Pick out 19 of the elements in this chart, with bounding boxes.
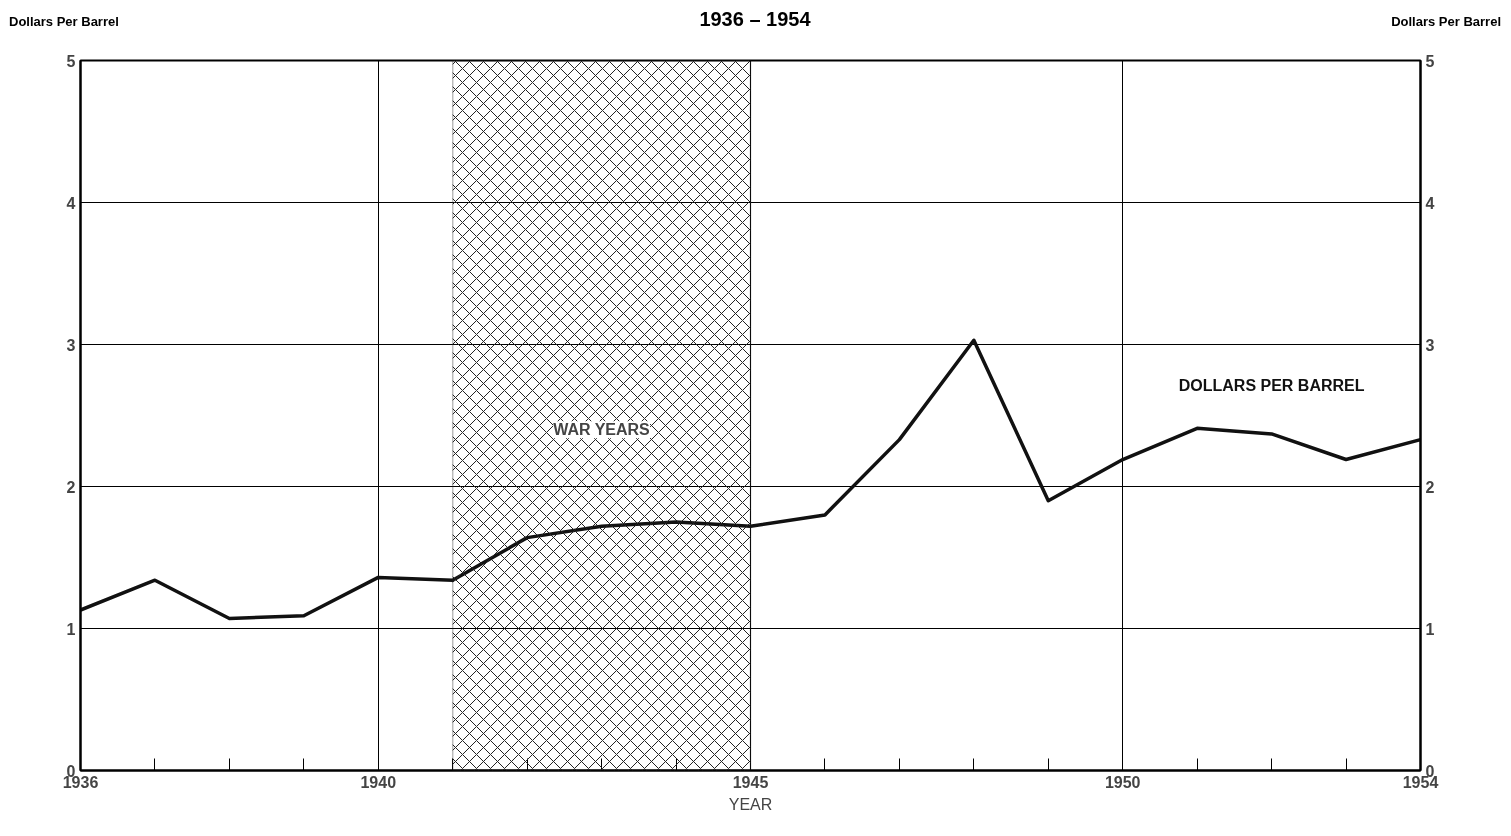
y2-axis-title: Dollars Per Barrel (1391, 13, 1501, 31)
y-axis-title: Dollars Per Barrel (9, 13, 119, 31)
y-tick-label: 3 (66, 336, 76, 354)
x-tick-label: 1950 (1104, 773, 1141, 791)
y2-tick-label: 3 (1425, 336, 1435, 354)
text: DOLLARS PER BARREL (1178, 377, 1365, 395)
x-tick-label: 1940 (360, 773, 397, 791)
y-tick-label: 1 (66, 620, 76, 638)
band-label: WAR YEARS (553, 421, 651, 439)
x-tick-label: 1945 (732, 773, 769, 791)
y2-tick-label: 2 (1425, 478, 1435, 496)
chart-title: 1936 – 1954 (699, 8, 811, 30)
y2-tick-label: 5 (1425, 52, 1435, 70)
y-tick-label: 5 (66, 52, 76, 70)
y2-tick-label: 1 (1425, 620, 1435, 638)
y2-tick-label: 4 (1425, 194, 1435, 212)
x-axis-title: YEAR (728, 795, 773, 813)
y-tick-label: 2 (66, 478, 76, 496)
y-tick-label: 4 (66, 194, 76, 212)
